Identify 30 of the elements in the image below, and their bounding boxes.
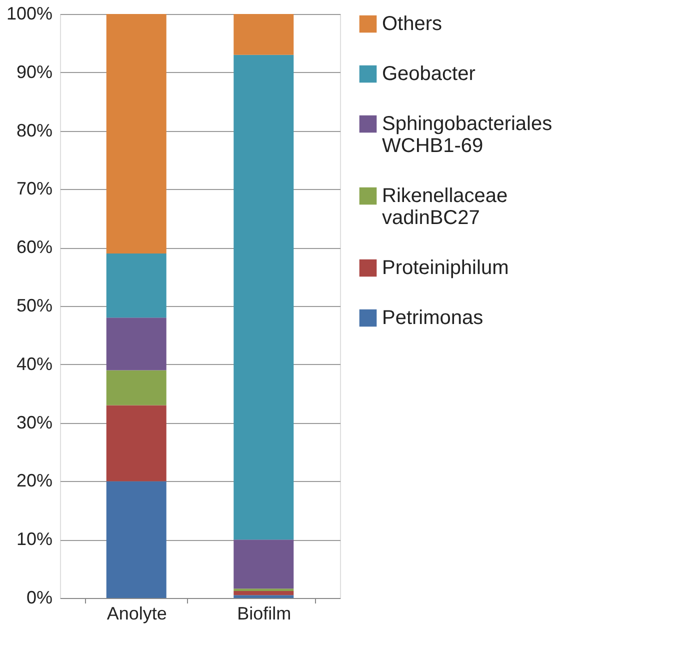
bar xyxy=(106,14,166,254)
bar xyxy=(106,253,166,318)
y-tick-label: 100% xyxy=(6,4,52,24)
y-tick-label: 60% xyxy=(16,237,52,258)
bar xyxy=(234,590,294,596)
x-tick-label: Anolyte xyxy=(106,604,167,624)
bar xyxy=(234,54,294,540)
y-tick-label: 40% xyxy=(16,354,52,374)
y-tick-label: 30% xyxy=(16,412,52,432)
legend-label: Proteiniphilum xyxy=(382,257,509,279)
legend-label: Petrimonas xyxy=(382,307,484,329)
bar xyxy=(234,14,294,55)
y-tick-label: 90% xyxy=(16,62,52,82)
bar xyxy=(106,318,166,370)
y-tick-label: 50% xyxy=(16,296,52,316)
bar xyxy=(106,481,166,598)
legend-label: Others xyxy=(382,13,442,35)
y-tick-label: 70% xyxy=(16,178,52,199)
x-tick-label: Biofilm xyxy=(237,604,292,624)
legend-label: Sphingobacteriales WCHB1-69 xyxy=(382,113,552,157)
y-tick-label: 20% xyxy=(16,470,52,491)
y-tick-label: 80% xyxy=(16,120,52,140)
bar xyxy=(106,405,166,482)
y-tick-label: 10% xyxy=(16,529,52,550)
bar xyxy=(234,540,294,589)
bar xyxy=(234,595,294,598)
legend-label: Geobacter xyxy=(382,63,476,85)
y-tick-label: 0% xyxy=(26,588,52,608)
bar xyxy=(106,370,166,406)
legend-label: Rikenellaceae vadinBC27 xyxy=(382,185,508,229)
